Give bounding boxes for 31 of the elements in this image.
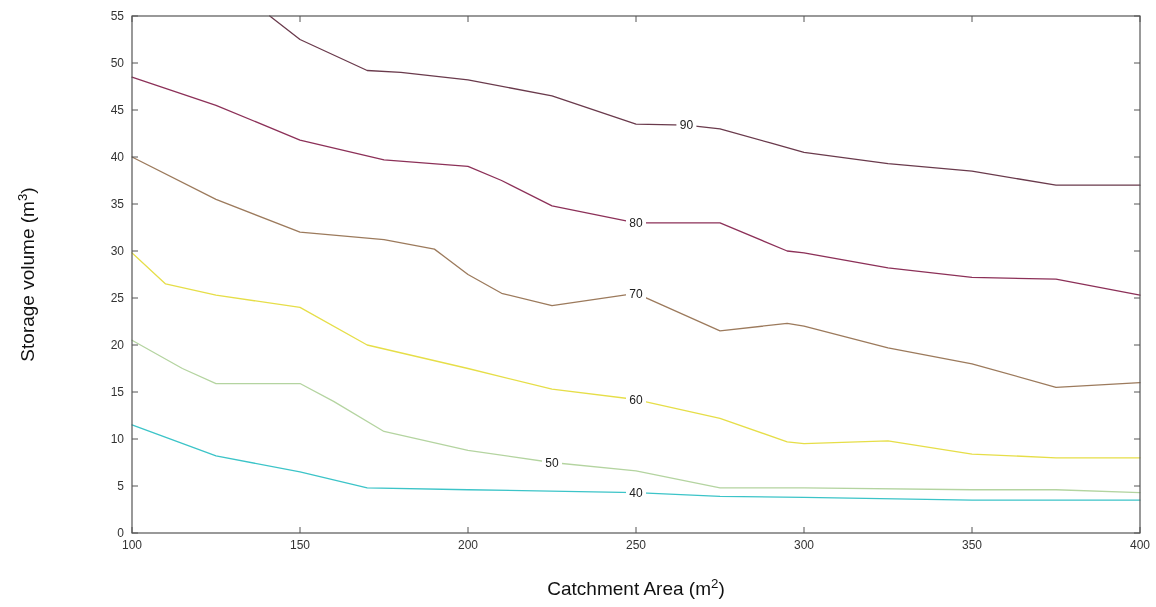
line-series xyxy=(269,15,1141,186)
series-label: 60 xyxy=(629,392,643,407)
y-tick-label: 55 xyxy=(110,9,125,24)
x-tick-label: 250 xyxy=(625,538,647,552)
y-tick-label: 30 xyxy=(110,244,125,259)
y-tick-label: 20 xyxy=(110,338,125,353)
y-tick-label: 0 xyxy=(117,526,125,541)
y-tick-label: 10 xyxy=(110,432,125,447)
x-tick-label: 300 xyxy=(793,538,815,552)
series-label: 90 xyxy=(679,118,694,133)
series-label: 80 xyxy=(629,216,643,230)
x-tick-label: 400 xyxy=(1129,538,1151,552)
line-series xyxy=(131,76,1141,296)
series-label: 40 xyxy=(629,485,643,500)
series-label: 50 xyxy=(545,455,559,470)
y-tick-label: 15 xyxy=(110,385,125,400)
x-tick-label: 200 xyxy=(457,538,479,552)
y-tick-label: 5 xyxy=(117,479,125,494)
y-tick-label: 40 xyxy=(110,150,125,165)
line-series xyxy=(131,156,1141,388)
x-tick-label: 150 xyxy=(289,538,311,552)
y-tick-label: 25 xyxy=(110,291,125,306)
x-tick-label: 100 xyxy=(121,538,143,552)
x-axis-title: Catchment Area (m$^{2}$) xyxy=(547,575,725,599)
y-tick-label: 50 xyxy=(110,56,125,71)
x-tick-label: 350 xyxy=(961,538,983,552)
line-series xyxy=(131,424,1141,501)
y-tick-label: 45 xyxy=(110,103,125,118)
y-tick-label: 35 xyxy=(110,197,125,212)
line-series xyxy=(131,252,1141,459)
series-label: 70 xyxy=(629,286,643,301)
